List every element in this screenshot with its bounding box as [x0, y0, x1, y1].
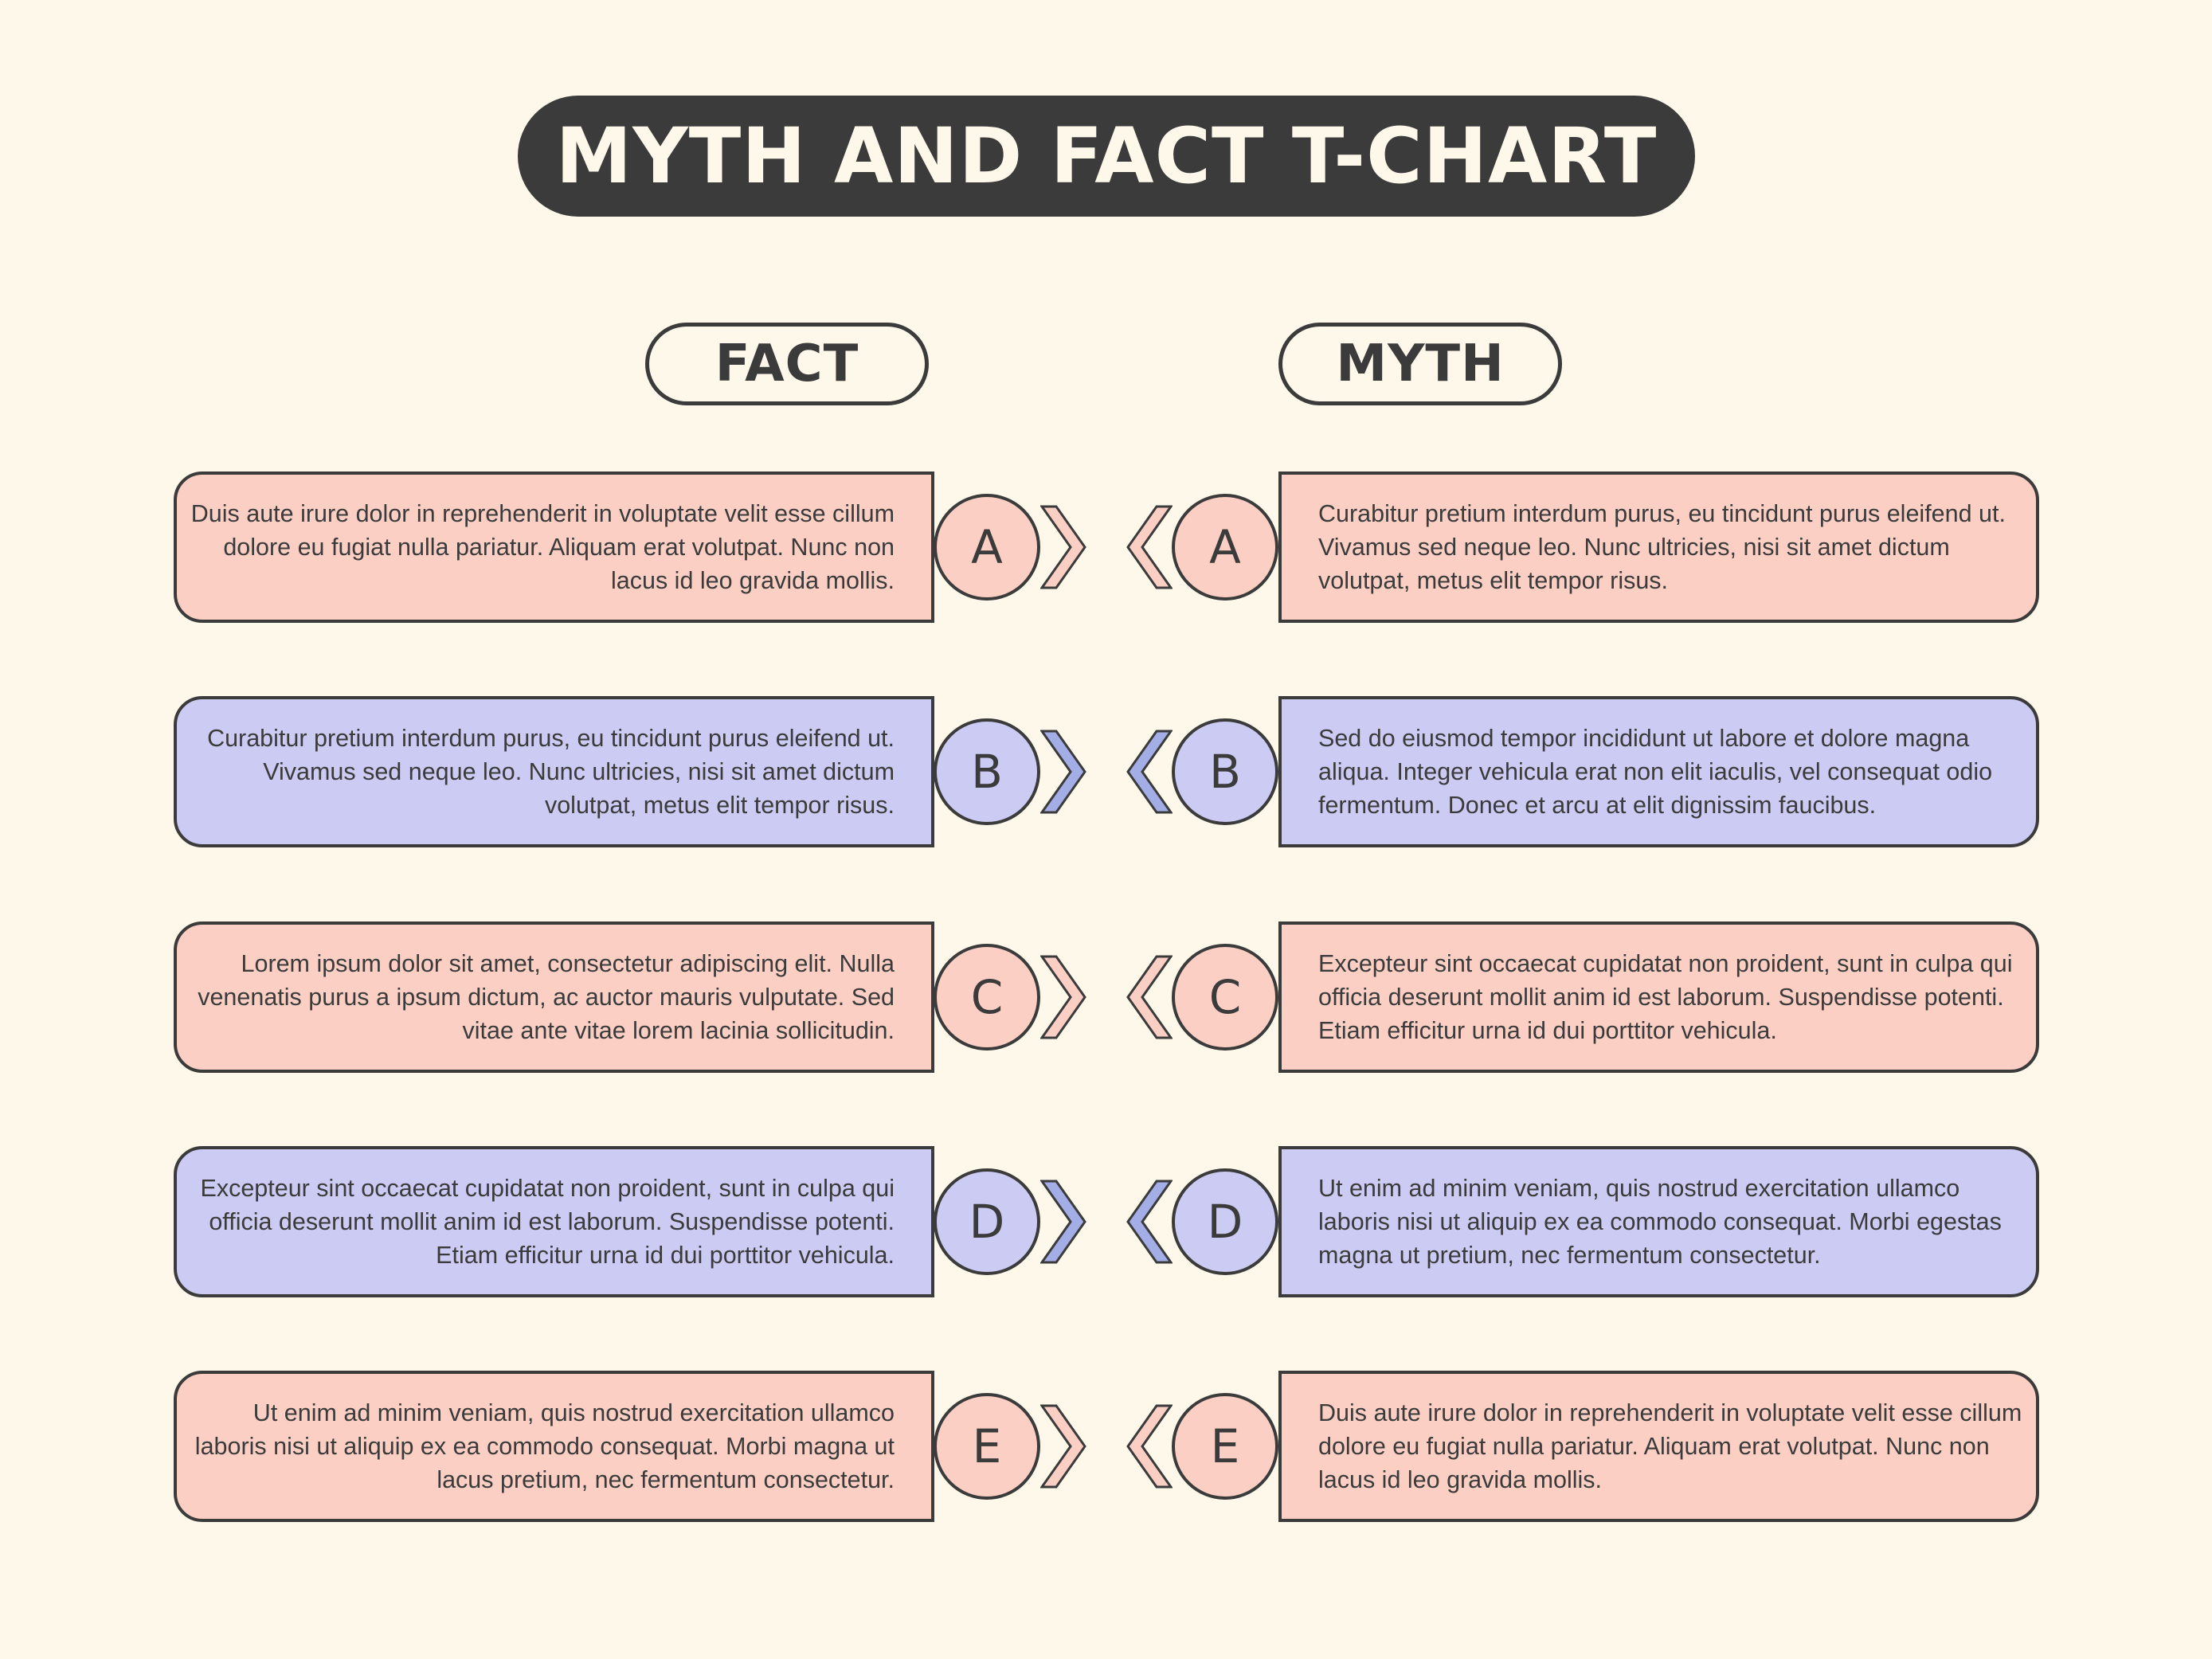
myth-box-b: Sed do eiusmod tempor incididunt ut labo…: [1278, 696, 2039, 847]
fact-text-d: Excepteur sint occaecat cupidatat non pr…: [200, 1175, 895, 1269]
myth-box-c: Excepteur sint occaecat cupidatat non pr…: [1278, 921, 2039, 1073]
myth-column-header: MYTH: [1278, 323, 1562, 405]
myth-column-label: MYTH: [1336, 335, 1505, 393]
myth-letter-badge-b: B: [1172, 718, 1278, 825]
fact-letter-b: B: [971, 745, 1003, 799]
fact-column-header: FACT: [645, 323, 929, 405]
fact-letter-d: D: [969, 1195, 1005, 1249]
fact-text-b: Curabitur pretium interdum purus, eu tin…: [207, 725, 895, 819]
myth-text-d: Ut enim ad minim veniam, quis nostrud ex…: [1318, 1175, 2002, 1269]
myth-letter-e: E: [1210, 1419, 1240, 1473]
myth-letter-badge-a: A: [1172, 494, 1278, 601]
chevron-left-icon: [1126, 505, 1173, 589]
tchart-row-e: Ut enim ad minim veniam, quis nostrud ex…: [0, 1371, 2212, 1522]
myth-text-e: Duis aute irure dolor in reprehenderit i…: [1318, 1399, 2022, 1493]
myth-text-c: Excepteur sint occaecat cupidatat non pr…: [1318, 950, 2013, 1044]
myth-box-d: Ut enim ad minim veniam, quis nostrud ex…: [1278, 1146, 2039, 1297]
chevron-right-icon: [1040, 1180, 1086, 1264]
title-banner: MYTH AND FACT T-CHART: [518, 96, 1695, 217]
myth-letter-b: B: [1209, 745, 1241, 799]
fact-column-label: FACT: [714, 335, 859, 393]
myth-letter-d: D: [1207, 1195, 1243, 1249]
myth-letter-badge-e: E: [1172, 1393, 1278, 1500]
fact-box-b: Curabitur pretium interdum purus, eu tin…: [174, 696, 934, 847]
myth-text-b: Sed do eiusmod tempor incididunt ut labo…: [1318, 725, 1993, 819]
myth-letter-badge-d: D: [1172, 1168, 1278, 1275]
tchart-row-d: Excepteur sint occaecat cupidatat non pr…: [0, 1146, 2212, 1297]
tchart-row-b: Curabitur pretium interdum purus, eu tin…: [0, 696, 2212, 847]
myth-letter-badge-c: C: [1172, 944, 1278, 1051]
fact-text-a: Duis aute irure dolor in reprehenderit i…: [190, 500, 895, 594]
fact-letter-badge-a: A: [934, 494, 1040, 601]
fact-letter-c: C: [970, 970, 1004, 1024]
fact-box-e: Ut enim ad minim veniam, quis nostrud ex…: [174, 1371, 934, 1522]
myth-text-a: Curabitur pretium interdum purus, eu tin…: [1318, 500, 2006, 594]
chevron-right-icon: [1040, 730, 1086, 814]
chevron-left-icon: [1126, 1404, 1173, 1489]
fact-box-a: Duis aute irure dolor in reprehenderit i…: [174, 471, 934, 623]
fact-box-d: Excepteur sint occaecat cupidatat non pr…: [174, 1146, 934, 1297]
fact-letter-badge-e: E: [934, 1393, 1040, 1500]
fact-letter-badge-b: B: [934, 718, 1040, 825]
chevron-right-icon: [1040, 955, 1086, 1039]
tchart-row-a: Duis aute irure dolor in reprehenderit i…: [0, 471, 2212, 623]
chevron-left-icon: [1126, 1180, 1173, 1264]
myth-box-e: Duis aute irure dolor in reprehenderit i…: [1278, 1371, 2039, 1522]
chevron-right-icon: [1040, 1404, 1086, 1489]
page-title: MYTH AND FACT T-CHART: [555, 112, 1658, 201]
myth-box-a: Curabitur pretium interdum purus, eu tin…: [1278, 471, 2039, 623]
fact-letter-badge-d: D: [934, 1168, 1040, 1275]
fact-letter-a: A: [971, 520, 1003, 574]
chevron-left-icon: [1126, 730, 1173, 814]
chevron-right-icon: [1040, 505, 1086, 589]
fact-letter-badge-c: C: [934, 944, 1040, 1051]
myth-letter-c: C: [1208, 970, 1242, 1024]
myth-letter-a: A: [1209, 520, 1241, 574]
fact-letter-e: E: [972, 1419, 1002, 1473]
fact-text-e: Ut enim ad minim veniam, quis nostrud ex…: [194, 1399, 895, 1493]
tchart-row-c: Lorem ipsum dolor sit amet, consectetur …: [0, 921, 2212, 1073]
fact-box-c: Lorem ipsum dolor sit amet, consectetur …: [174, 921, 934, 1073]
fact-text-c: Lorem ipsum dolor sit amet, consectetur …: [198, 950, 895, 1044]
chevron-left-icon: [1126, 955, 1173, 1039]
